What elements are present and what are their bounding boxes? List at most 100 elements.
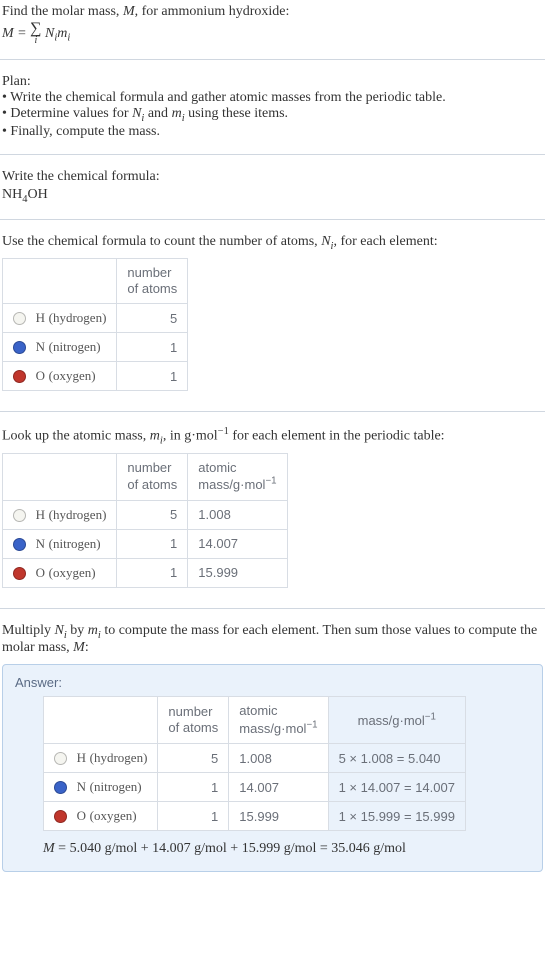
- col-amass-l2a: mass/g·mol: [198, 477, 265, 492]
- col-amass-l1: atomic: [198, 460, 236, 475]
- divider: [0, 411, 545, 412]
- answer-table: number of atoms atomic mass/g·mol−1 mass…: [43, 696, 466, 831]
- mass-calc-value: 1 × 14.007 = 14.007: [328, 773, 465, 802]
- element-symbol: N: [36, 536, 45, 551]
- element-cell: N (nitrogen): [3, 529, 117, 558]
- atoms-value: 1: [158, 802, 229, 831]
- intro-text-a: Find the molar mass,: [2, 4, 123, 19]
- formula-section: Write the chemical formula: NH4OH: [0, 165, 545, 209]
- element-symbol: H: [36, 310, 45, 325]
- atomic-mass-value: 15.999: [229, 802, 328, 831]
- col-element-blank: [44, 697, 158, 744]
- col-mpg-exp: −1: [425, 712, 436, 723]
- eq-m: m: [57, 26, 67, 41]
- table-header-row: number of atoms: [3, 258, 188, 304]
- mass-calc-value: 1 × 15.999 = 15.999: [328, 802, 465, 831]
- element-swatch-icon: [54, 752, 67, 765]
- atoms-value: 1: [117, 529, 188, 558]
- eq-m-sub: i: [67, 33, 70, 44]
- table-row: N (nitrogen) 1 14.007: [3, 529, 288, 558]
- element-cell: H (hydrogen): [44, 744, 158, 773]
- element-swatch-icon: [13, 567, 26, 580]
- final-M: M: [43, 841, 55, 856]
- lookup-h-exp: −1: [218, 426, 229, 437]
- lookup-h-a: Look up the atomic mass,: [2, 429, 150, 444]
- atomic-mass-table: number of atoms atomic mass/g·mol−1 H (h…: [2, 453, 288, 588]
- atoms-value: 1: [117, 362, 188, 391]
- chemical-formula: NH4OH: [2, 187, 543, 205]
- formula-nh: NH: [2, 187, 22, 202]
- intro-text-b: , for ammonium hydroxide:: [135, 4, 290, 19]
- final-eq: = 5.040 g/mol + 14.007 g/mol + 15.999 g/…: [55, 841, 406, 856]
- element-symbol: H: [36, 507, 45, 522]
- plan-heading: Plan:: [2, 74, 543, 90]
- element-symbol: O: [36, 368, 45, 383]
- element-cell: H (hydrogen): [3, 500, 117, 529]
- atomic-mass-value: 1.008: [188, 500, 287, 529]
- formula-oh: OH: [27, 187, 47, 202]
- mult-by: by: [67, 623, 88, 638]
- col-atomic-mass: atomic mass/g·mol−1: [188, 453, 287, 500]
- table-row: O (oxygen) 1 15.999: [3, 558, 288, 587]
- final-result-line: M = 5.040 g/mol + 14.007 g/mol + 15.999 …: [43, 841, 530, 857]
- eq-lhs: M: [2, 26, 14, 41]
- count-h-a: Use the chemical formula to count the nu…: [2, 234, 321, 249]
- element-cell: H (hydrogen): [3, 304, 117, 333]
- element-cell: O (oxygen): [44, 802, 158, 831]
- atoms-value: 5: [117, 304, 188, 333]
- plan-bullet-2: • Determine values for Ni and mi using t…: [2, 106, 543, 124]
- eq-equals: =: [14, 26, 30, 41]
- lookup-h-c: for each element in the periodic table:: [229, 429, 445, 444]
- eq-sum: ∑: [30, 22, 41, 36]
- element-name: (oxygen): [49, 565, 96, 580]
- multiply-heading: Multiply Ni by mi to compute the mass fo…: [2, 623, 543, 657]
- element-swatch-icon: [13, 509, 26, 522]
- element-name: (hydrogen): [90, 750, 148, 765]
- element-cell: N (nitrogen): [3, 333, 117, 362]
- atoms-value: 5: [158, 744, 229, 773]
- table-row: H (hydrogen) 5 1.008 5 × 1.008 = 5.040: [44, 744, 466, 773]
- plan-b2-end: using these items.: [185, 106, 288, 121]
- intro-M: M: [123, 4, 135, 19]
- atom-count-table: number of atoms H (hydrogen) 5 N (nitrog…: [2, 258, 188, 392]
- element-swatch-icon: [54, 781, 67, 794]
- atoms-value: 1: [117, 333, 188, 362]
- element-name: (nitrogen): [49, 339, 101, 354]
- element-name: (hydrogen): [49, 507, 107, 522]
- element-swatch-icon: [13, 370, 26, 383]
- intro-line: Find the molar mass, M, for ammonium hyd…: [2, 4, 543, 20]
- element-name: (nitrogen): [49, 536, 101, 551]
- col-amass-exp: −1: [265, 476, 276, 487]
- table-row: N (nitrogen) 1: [3, 333, 188, 362]
- divider: [0, 219, 545, 220]
- element-cell: O (oxygen): [3, 362, 117, 391]
- plan-b2-a: • Determine values for: [2, 106, 132, 121]
- lookup-heading: Look up the atomic mass, mi, in g·mol−1 …: [2, 426, 543, 446]
- atomic-mass-value: 14.007: [229, 773, 328, 802]
- plan-bullet-3: • Finally, compute the mass.: [2, 124, 543, 140]
- element-name: (nitrogen): [90, 779, 142, 794]
- intro-section: Find the molar mass, M, for ammonium hyd…: [0, 0, 545, 49]
- col-amass-l2a: mass/g·mol: [239, 721, 306, 736]
- table-row: H (hydrogen) 5: [3, 304, 188, 333]
- divider: [0, 608, 545, 609]
- element-name: (oxygen): [49, 368, 96, 383]
- mult-M: M: [73, 640, 85, 655]
- col-amass-l1: atomic: [239, 703, 277, 718]
- element-name: (hydrogen): [49, 310, 107, 325]
- col-atoms-l2: of atoms: [168, 720, 218, 735]
- lookup-h-m: m: [150, 429, 160, 444]
- element-cell: O (oxygen): [3, 558, 117, 587]
- lookup-section: Look up the atomic mass, mi, in g·mol−1 …: [0, 422, 545, 597]
- col-element-blank: [3, 453, 117, 500]
- col-atoms-l2: of atoms: [127, 477, 177, 492]
- table-header-row: number of atoms atomic mass/g·mol−1 mass…: [44, 697, 466, 744]
- mult-a: Multiply: [2, 623, 55, 638]
- element-name: (oxygen): [90, 808, 137, 823]
- count-section: Use the chemical formula to count the nu…: [0, 230, 545, 401]
- eq-sum-sub: i: [30, 36, 41, 45]
- table-row: O (oxygen) 1 15.999 1 × 15.999 = 15.999: [44, 802, 466, 831]
- element-symbol: N: [77, 779, 86, 794]
- element-swatch-icon: [13, 538, 26, 551]
- eq-N: N: [42, 26, 55, 41]
